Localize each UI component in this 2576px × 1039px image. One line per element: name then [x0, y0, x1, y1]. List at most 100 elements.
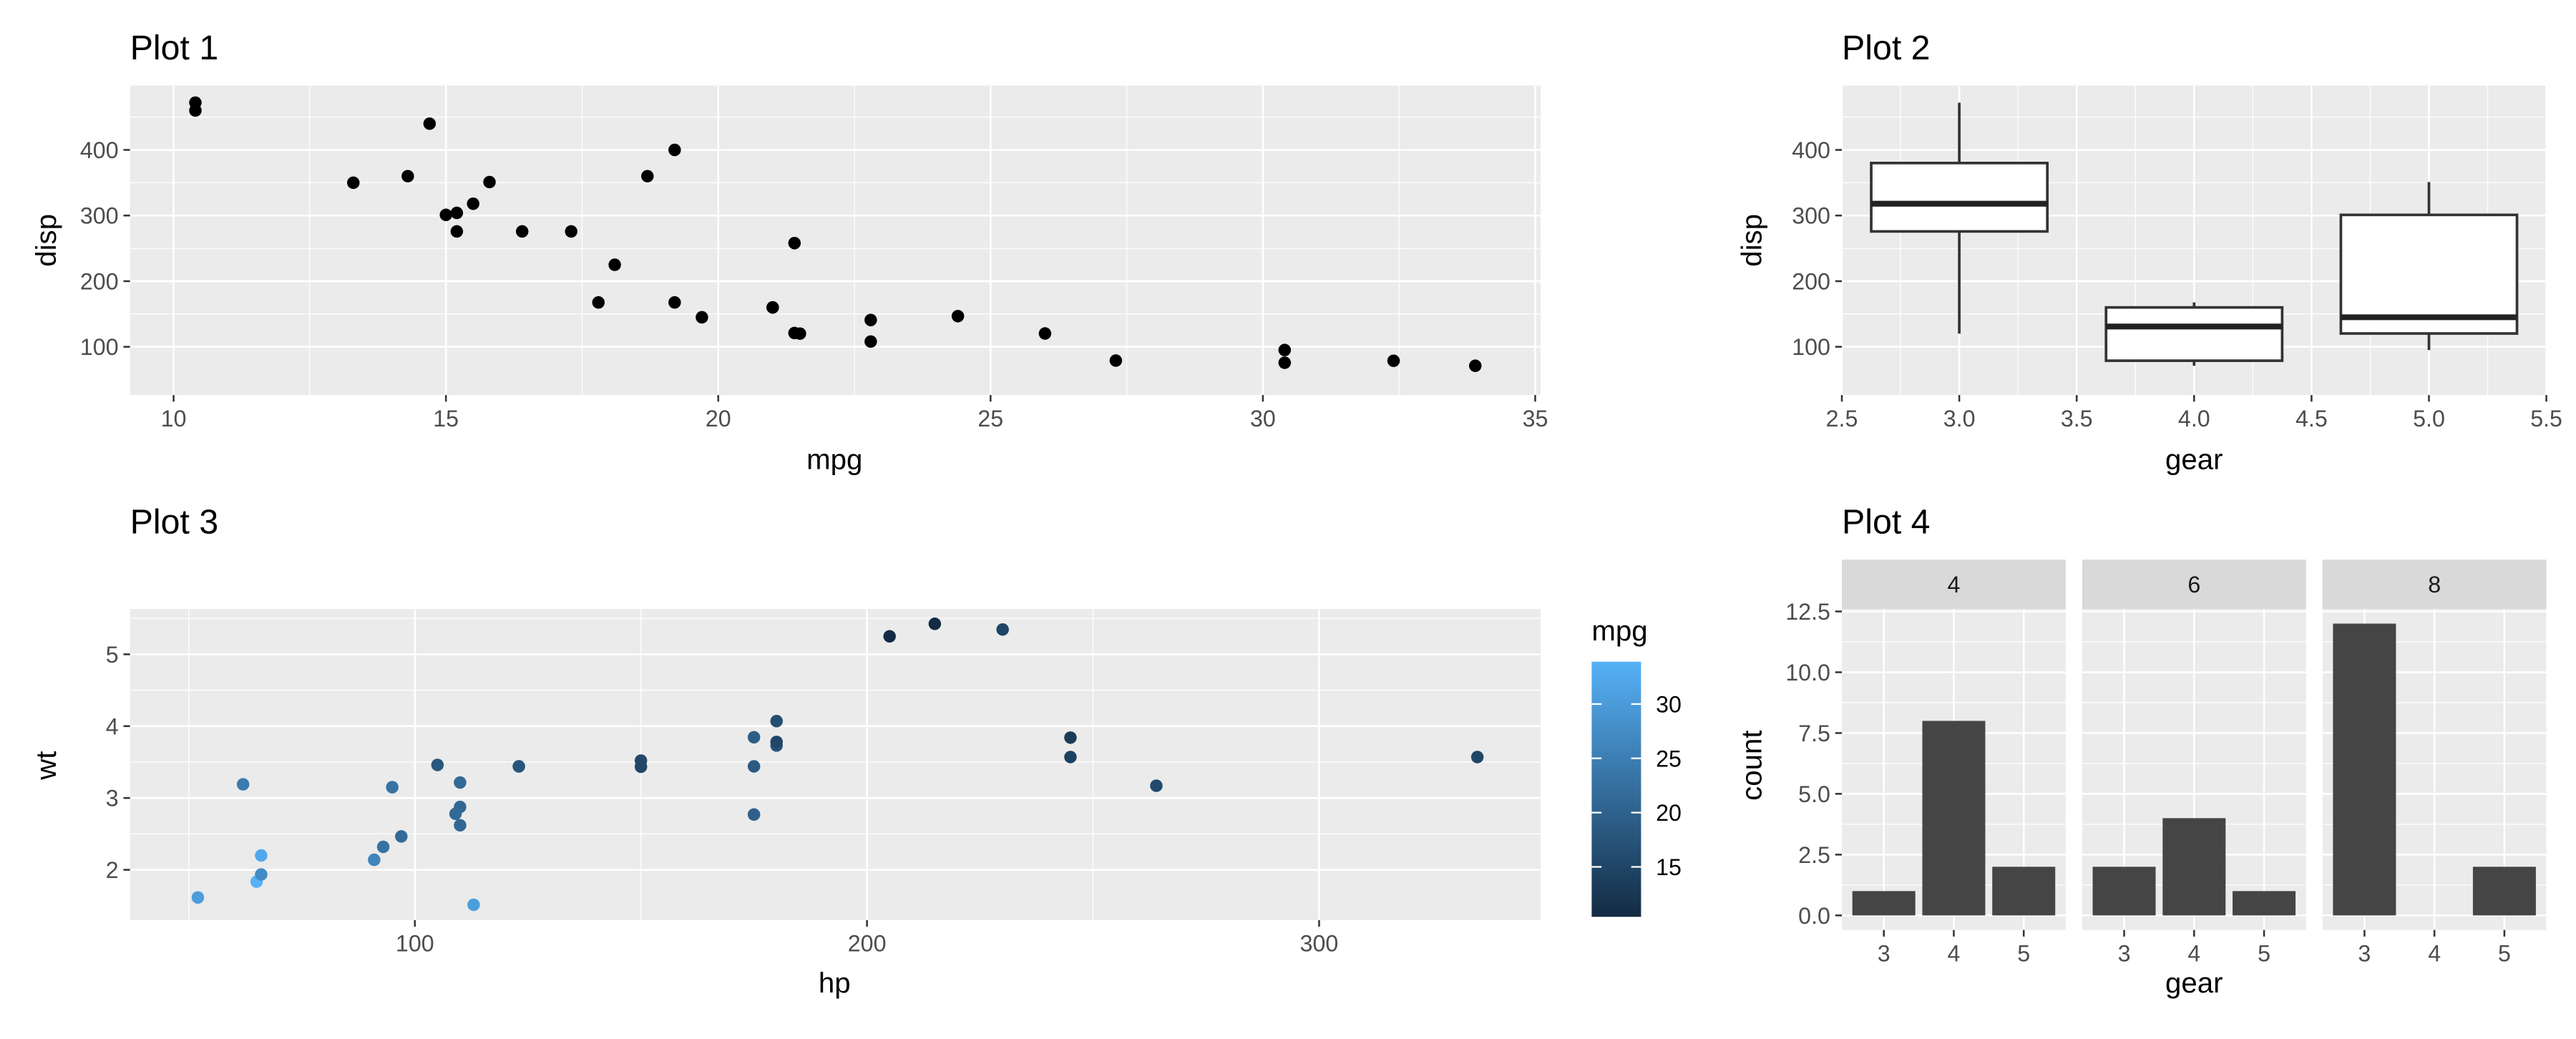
plot4-bar [2472, 867, 2536, 916]
plot1-point [1278, 356, 1292, 369]
plot4-facet-strip [1842, 560, 2066, 610]
plot3-point [191, 891, 205, 904]
plot3-point [431, 758, 444, 771]
plot3-point [1064, 731, 1077, 744]
plot3-point [255, 868, 268, 881]
plot1-point [696, 311, 708, 324]
plot3-point [770, 736, 784, 748]
plot1-point [483, 175, 496, 189]
plot3-y-tick-label: 5 [106, 642, 119, 668]
plot2-x-tick-label: 5.5 [2530, 406, 2562, 431]
plot2-x-tick-label: 3.0 [1943, 406, 1976, 431]
plot1-y-axis-title: disp [30, 214, 62, 267]
plot1-point [467, 197, 479, 210]
plot3-legend-tick-label: 15 [1656, 854, 1682, 880]
plot3-title: Plot 3 [130, 502, 219, 541]
plot4-y-tick-label: 5.0 [1798, 781, 1830, 807]
plot2-x-tick-label: 5.0 [2413, 406, 2445, 431]
plot3-point [928, 618, 942, 630]
plot4-x-tick-label: 3 [2358, 940, 2371, 966]
plot3-point [368, 853, 381, 867]
plot1-point [565, 225, 577, 238]
plot2-x-tick-label: 2.5 [1826, 406, 1858, 431]
plot1-x-tick-label: 15 [433, 406, 459, 431]
plot1-point [401, 170, 414, 182]
plot3-y-tick-label: 2 [106, 857, 119, 883]
plot1-point [347, 176, 360, 190]
plot1-point [450, 225, 464, 238]
plot3-point [386, 781, 399, 794]
plot1-x-tick-label: 30 [1250, 406, 1276, 431]
plot3-point [395, 830, 408, 843]
plot1-point [766, 301, 779, 314]
plot1-point [439, 208, 452, 222]
plot1-point [788, 326, 801, 340]
plot1-point [951, 310, 965, 323]
plot2-y-axis-title: disp [1735, 214, 1767, 267]
plot3-legend-tick-label: 25 [1656, 746, 1682, 771]
plot1-point [1038, 327, 1052, 340]
plot1-y-tick-label: 300 [80, 203, 119, 229]
plot1-y-tick-label: 200 [80, 268, 119, 294]
plot3-point [376, 840, 390, 854]
plot3-x-tick-label: 300 [1300, 931, 1339, 957]
plot3-point [454, 776, 467, 789]
plot3-point [467, 898, 480, 912]
plot4-bar [2162, 818, 2226, 916]
plot2-x-tick-label: 3.5 [2061, 406, 2093, 431]
plot3-point [449, 807, 462, 821]
plot1-x-tick-label: 35 [1523, 406, 1548, 431]
plot4-bar [1922, 721, 1986, 916]
plot3-point [634, 760, 648, 774]
plot2-y-tick-label: 400 [1792, 137, 1830, 163]
plot3-y-axis-title: wt [30, 751, 62, 781]
plot3-point [255, 849, 268, 862]
plot1-point [608, 258, 621, 271]
plot4-x-tick-label: 3 [2118, 940, 2131, 966]
plot3-point [747, 808, 761, 821]
plot4-y-axis-title: count [1735, 730, 1767, 800]
plot4-facet-strip-label: 4 [1948, 572, 1961, 597]
plot4-x-tick-label: 4 [2187, 940, 2200, 966]
plot4-bar [2233, 891, 2296, 916]
plot4-y-tick-label: 2.5 [1798, 842, 1830, 868]
plot2-y-tick-label: 300 [1792, 203, 1830, 229]
plot3-point [1150, 779, 1163, 792]
plot1-x-tick-label: 10 [161, 406, 187, 431]
plot2-x-tick-label: 4.0 [2178, 406, 2210, 431]
plot3-point [1064, 751, 1077, 764]
plot1-y-tick-label: 400 [80, 137, 119, 163]
plot2-box [1870, 162, 2049, 233]
plot3-legend-tick-label: 30 [1656, 691, 1682, 717]
plot3-point [747, 760, 761, 773]
plot1-point [1278, 343, 1292, 356]
plot4-facet-strip [2082, 560, 2306, 610]
plot3-x-axis-title: hp [819, 967, 851, 999]
plot3-legend-colorbar [1591, 661, 1641, 917]
plot1-point [1387, 354, 1400, 367]
plot1-point [1469, 359, 1482, 372]
plot4-y-tick-label: 10.0 [1785, 660, 1830, 686]
plot4-facet-strip-label: 8 [2428, 572, 2441, 597]
plot3-point [236, 778, 250, 791]
plot3-x-tick-label: 200 [848, 931, 887, 957]
plot3-point [512, 760, 525, 773]
plot4-bar [2333, 623, 2396, 916]
plot4-x-tick-label: 5 [2498, 940, 2511, 966]
plot1-point [641, 170, 654, 182]
plot1-y-tick-label: 100 [80, 334, 119, 360]
plot1-x-tick-label: 20 [706, 406, 731, 431]
plot1-point [864, 313, 877, 326]
plot1-point [788, 237, 801, 250]
plot4-facet-strip [2322, 560, 2547, 610]
plot1-point [189, 104, 202, 117]
plot1-point [668, 296, 681, 309]
plot1-x-tick-label: 25 [977, 406, 1003, 431]
plot2-box [2339, 213, 2519, 335]
plot4-y-tick-label: 7.5 [1798, 721, 1830, 746]
plot1-point [423, 117, 436, 130]
plot4-bar [1992, 867, 2056, 916]
